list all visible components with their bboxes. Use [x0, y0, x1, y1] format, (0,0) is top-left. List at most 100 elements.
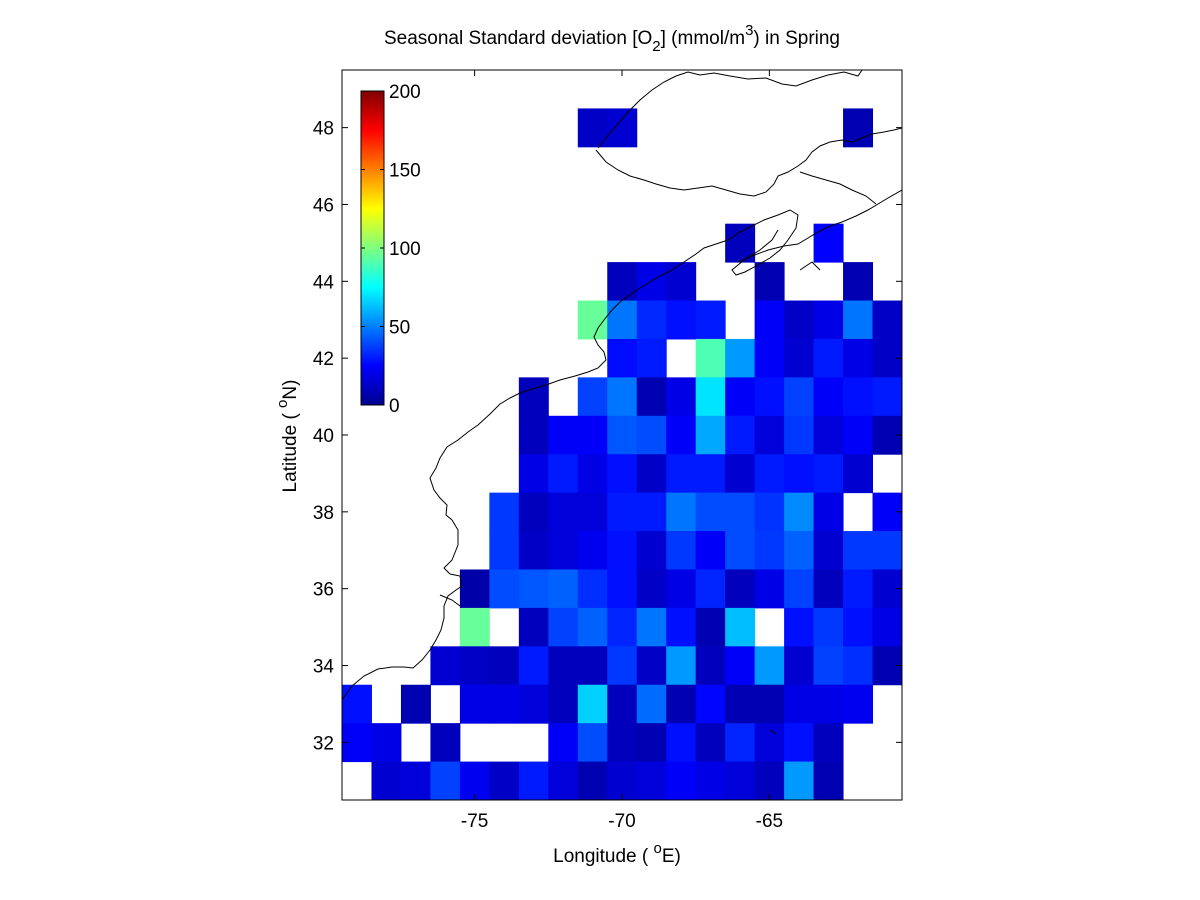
heatmap-cell	[577, 607, 608, 647]
heatmap-cell	[607, 723, 638, 763]
heatmap-cell	[725, 492, 756, 532]
heatmap-cell	[666, 684, 697, 724]
heatmap-cell	[784, 300, 815, 340]
heatmap-cell	[459, 761, 490, 800]
heatmap-cell	[725, 646, 756, 686]
coastline-outline	[342, 70, 902, 735]
heatmap-cell	[695, 569, 726, 609]
y-tick-label: 40	[313, 426, 334, 447]
heatmap-cell	[548, 646, 579, 686]
heatmap-cell	[489, 569, 520, 609]
heatmap-cell	[577, 569, 608, 609]
heatmap-cell	[430, 761, 461, 800]
y-axis: 32 34 36 38 40 42 44 46 48	[313, 119, 902, 754]
heatmap-cell	[843, 646, 874, 686]
heatmap-cell	[813, 377, 844, 417]
heatmap-cell	[843, 415, 874, 455]
heatmap-cell	[607, 761, 638, 800]
heatmap-cell	[489, 761, 520, 800]
heatmap-cell	[813, 300, 844, 340]
heatmap-cell	[636, 454, 667, 494]
heatmap-cell	[607, 338, 638, 378]
heatmap-cell	[577, 761, 608, 800]
heatmap-cell	[518, 377, 549, 417]
heatmap-cell	[636, 646, 667, 686]
heatmap-cell	[459, 607, 490, 647]
y-tick-label: 32	[313, 733, 334, 754]
heatmap-cell	[489, 646, 520, 686]
y-tick-label: 38	[313, 503, 334, 524]
heatmap-cell	[754, 338, 785, 378]
heatmap-cell	[518, 607, 549, 647]
heatmap-cell	[813, 338, 844, 378]
heatmap-cell	[548, 761, 579, 800]
heatmap-cell	[725, 607, 756, 647]
heatmap-cell	[607, 262, 638, 302]
heatmap-cell	[666, 377, 697, 417]
heatmap-cell	[489, 492, 520, 532]
x-tick-label: -70	[608, 811, 635, 832]
heatmap-cell	[695, 492, 726, 532]
heatmap-cell	[518, 492, 549, 532]
heatmap-cell	[459, 646, 490, 686]
heatmap-cell	[577, 492, 608, 532]
heatmap-cell	[666, 646, 697, 686]
x-axis: -75 -70 -65	[461, 70, 783, 832]
heatmap-cell	[636, 723, 667, 763]
colorbar: 0 50 100 150 200	[360, 82, 421, 417]
heatmap-cell	[518, 454, 549, 494]
heatmap-cell	[636, 415, 667, 455]
heatmap-cell	[577, 377, 608, 417]
heatmap-cell	[784, 723, 815, 763]
heatmap-cells	[342, 108, 902, 800]
heatmap-cell	[518, 684, 549, 724]
heatmap-cell	[607, 684, 638, 724]
x-tick-label: -65	[756, 811, 783, 832]
heatmap-cell	[813, 646, 844, 686]
heatmap-cell	[784, 607, 815, 647]
heatmap-cell	[725, 684, 756, 724]
heatmap-cell	[754, 492, 785, 532]
heatmap-cell	[725, 377, 756, 417]
heatmap-cell	[784, 415, 815, 455]
heatmap-cell	[843, 338, 874, 378]
y-tick-label: 46	[313, 195, 334, 216]
heatmap-cell	[607, 108, 638, 148]
heatmap-cell	[518, 646, 549, 686]
heatmap-cell	[607, 569, 638, 609]
heatmap-cell	[636, 761, 667, 800]
heatmap-cell	[607, 377, 638, 417]
chart-title: Seasonal Standard deviation [O2] (mmol/m…	[384, 22, 840, 55]
heatmap-cell	[518, 569, 549, 609]
heatmap-cell	[695, 531, 726, 570]
heatmap-cell	[636, 262, 667, 302]
heatmap-cell	[754, 761, 785, 800]
heatmap-cell	[666, 569, 697, 609]
heatmap-cell	[695, 454, 726, 494]
heatmap-cell	[872, 300, 902, 340]
heatmap-cell	[784, 646, 815, 686]
heatmap-cell	[695, 338, 726, 378]
heatmap-cell	[548, 569, 579, 609]
heatmap-cell	[666, 415, 697, 455]
heatmap-cell	[459, 569, 490, 609]
heatmap-cell	[813, 607, 844, 647]
heatmap-cell	[725, 454, 756, 494]
heatmap-cell	[636, 338, 667, 378]
y-tick-label: 42	[313, 349, 334, 370]
heatmap-cell	[695, 646, 726, 686]
heatmap-cell	[784, 761, 815, 800]
heatmap-cell	[843, 569, 874, 609]
heatmap-cell	[843, 531, 874, 570]
heatmap-cell	[695, 761, 726, 800]
y-axis-label: Latitude ( oN)	[274, 380, 301, 493]
heatmap-cell	[695, 684, 726, 724]
heatmap-cell	[489, 531, 520, 570]
heatmap-cell	[813, 415, 844, 455]
heatmap-cell	[725, 415, 756, 455]
heatmap-cell	[872, 531, 902, 570]
heatmap-cell	[754, 377, 785, 417]
heatmap-cell	[725, 569, 756, 609]
heatmap-cell	[607, 300, 638, 340]
colorbar-tick-label: 50	[389, 318, 410, 339]
